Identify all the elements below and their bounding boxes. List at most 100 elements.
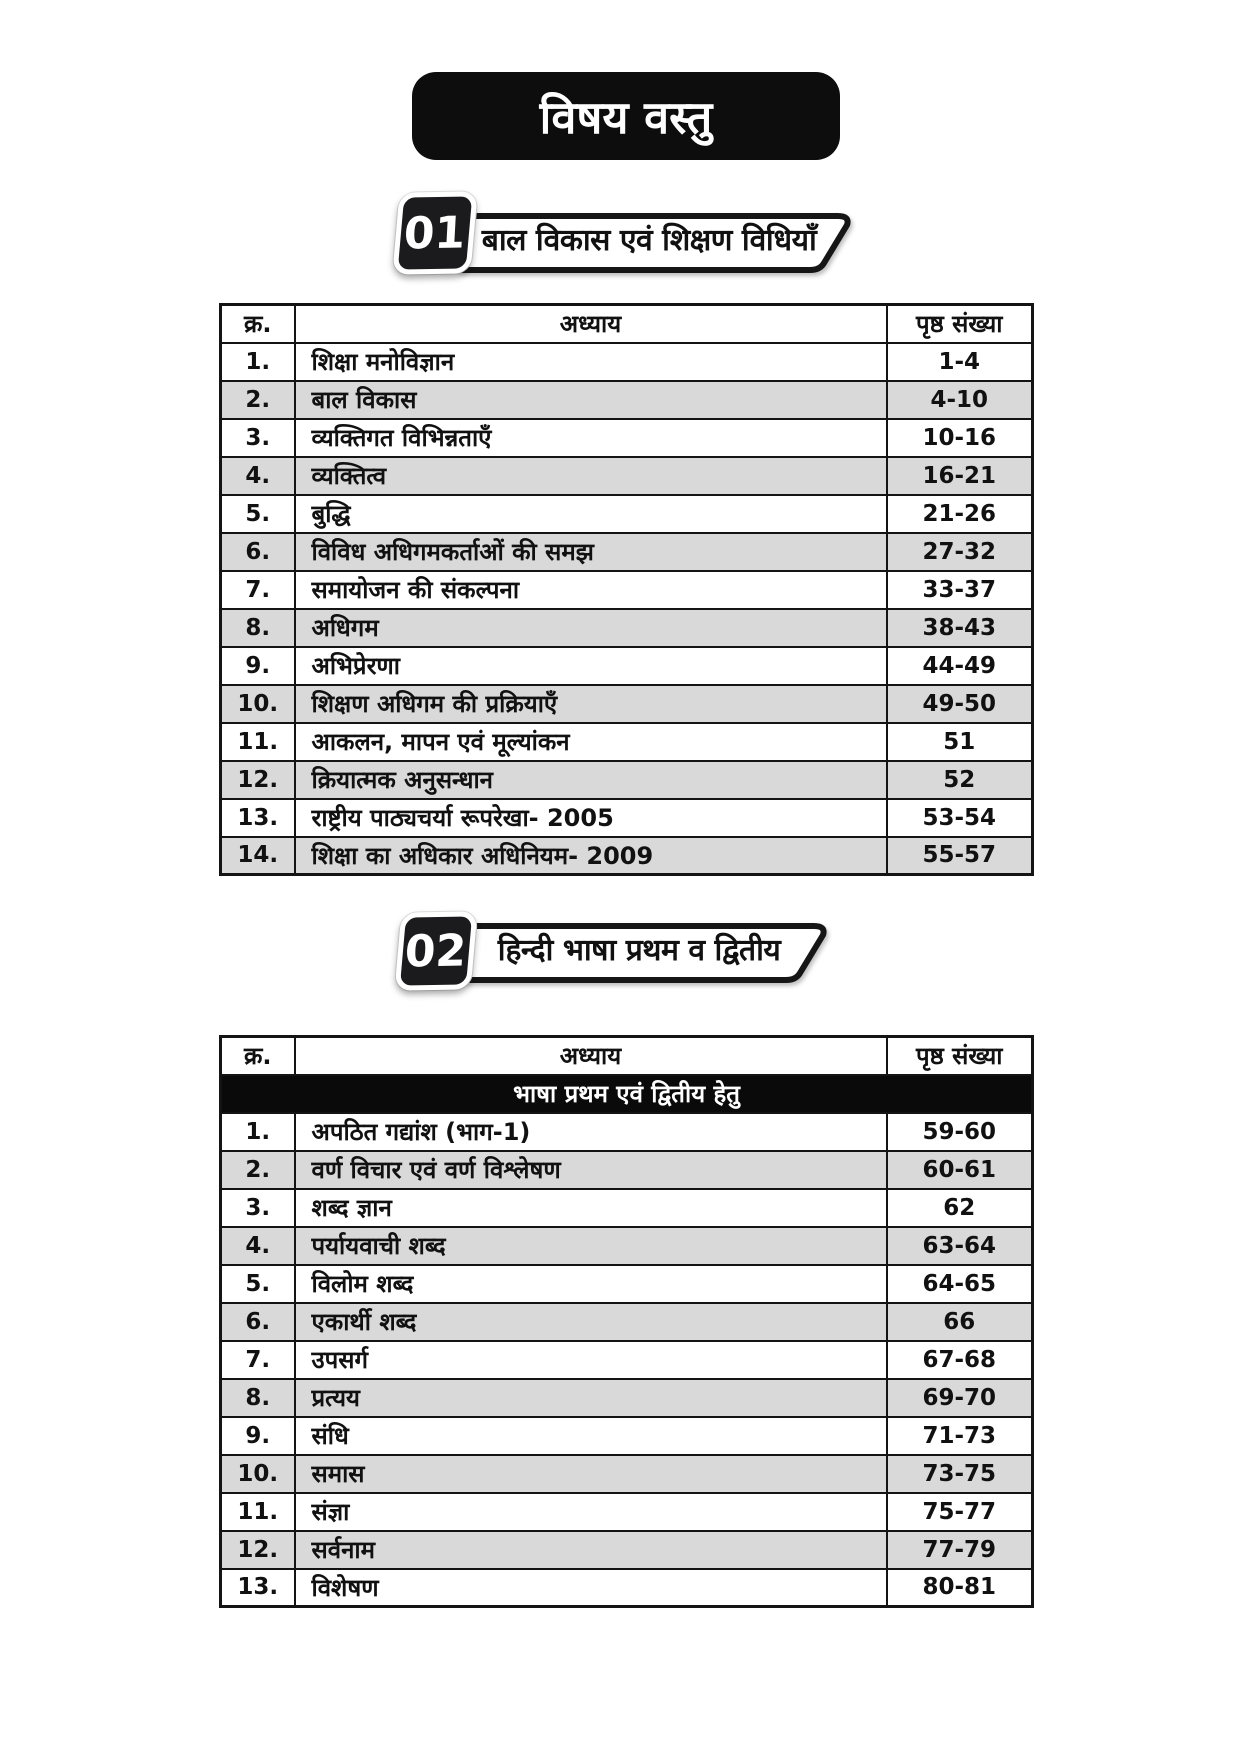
row-serial: 6.: [219, 1301, 296, 1342]
row-chapter: बाल विकास: [293, 379, 888, 420]
row-pages: 33-37: [885, 569, 1034, 610]
row-pages: 38-43: [885, 607, 1034, 648]
table-row: 11. संज्ञा 75-77: [219, 1491, 1034, 1532]
row-chapter: वर्ण विचार एवं वर्ण विश्लेषण: [293, 1149, 888, 1190]
table-row: 9. संधि 71-73: [219, 1415, 1034, 1456]
header-chapter: अध्याय: [293, 1035, 888, 1076]
row-serial: 12.: [219, 759, 296, 800]
row-chapter: संज्ञा: [293, 1491, 888, 1532]
row-serial: 13.: [219, 1567, 296, 1608]
header-serial: क्र.: [219, 303, 296, 344]
header-pages: पृष्ठ संख्या: [885, 1035, 1034, 1076]
row-pages: 63-64: [885, 1225, 1034, 1266]
row-chapter: संधि: [293, 1415, 888, 1456]
row-pages: 4-10: [885, 379, 1034, 420]
row-serial: 10.: [219, 683, 296, 724]
section-2-badge: 02: [394, 911, 478, 991]
row-chapter: अधिगम: [293, 607, 888, 648]
table-row: 3. शब्द ज्ञान 62: [219, 1187, 1034, 1228]
table-row: 9. अभिप्रेरणा 44-49: [219, 645, 1034, 686]
section-1-badge: 01: [392, 191, 478, 275]
row-pages: 44-49: [885, 645, 1034, 686]
header-chapter: अध्याय: [293, 303, 888, 344]
section-2-header: हिन्दी भाषा प्रथम व द्वितीय 02: [0, 726, 1240, 991]
header-pages: पृष्ठ संख्या: [885, 303, 1034, 344]
row-pages: 60-61: [885, 1149, 1034, 1190]
row-chapter: उपसर्ग: [293, 1339, 888, 1380]
row-pages: 1-4: [885, 341, 1034, 382]
table-row: 4. व्यक्तित्व 16-21: [219, 455, 1034, 496]
row-pages: 66: [885, 1301, 1034, 1342]
row-pages: 77-79: [885, 1529, 1034, 1570]
row-serial: 3.: [219, 417, 296, 458]
row-serial: 11.: [219, 721, 296, 762]
row-chapter: समायोजन की संकल्पना: [293, 569, 888, 610]
row-serial: 1.: [219, 341, 296, 382]
row-serial: 1.: [219, 1111, 296, 1152]
table-row: 6. विविध अधिगमकर्ताओं की समझ 27-32: [219, 531, 1034, 572]
table-row: 12. क्रियात्मक अनुसन्धान 52: [219, 759, 1034, 800]
table-row: 8. अधिगम 38-43: [219, 607, 1034, 648]
row-serial: 7.: [219, 569, 296, 610]
row-pages: 64-65: [885, 1263, 1034, 1304]
row-serial: 11.: [219, 1491, 296, 1532]
row-chapter: विलोम शब्द: [293, 1263, 888, 1304]
table-row: 1. अपठित गद्यांश (भाग-1) 59-60: [219, 1111, 1034, 1152]
row-chapter: शिक्षा मनोविज्ञान: [293, 341, 888, 382]
row-chapter: समास: [293, 1453, 888, 1494]
row-chapter: व्यक्तिगत विभिन्नताएँ: [293, 417, 888, 458]
row-chapter: बुद्धि: [293, 493, 888, 534]
row-pages: 71-73: [885, 1415, 1034, 1456]
table-row: 5. विलोम शब्द 64-65: [219, 1263, 1034, 1304]
row-chapter: क्रियात्मक अनुसन्धान: [293, 759, 888, 800]
row-pages: 21-26: [885, 493, 1034, 534]
row-pages: 75-77: [885, 1491, 1034, 1532]
row-serial: 4.: [219, 1225, 296, 1266]
row-chapter: शिक्षा का अधिकार अधिनियम- 2009: [293, 835, 888, 876]
row-chapter: शब्द ज्ञान: [293, 1187, 888, 1228]
row-chapter: विशेषण: [293, 1567, 888, 1608]
row-chapter: प्रत्यय: [293, 1377, 888, 1418]
row-pages: 55-57: [885, 835, 1034, 876]
row-pages: 27-32: [885, 531, 1034, 572]
table-row: 13. विशेषण 80-81: [219, 1567, 1034, 1608]
table-row: 10. समास 73-75: [219, 1453, 1034, 1494]
subheader-band-label: भाषा प्रथम एवं द्वितीय हेतु: [219, 1073, 1034, 1114]
row-serial: 4.: [219, 455, 296, 496]
table-row: 7. उपसर्ग 67-68: [219, 1339, 1034, 1380]
row-serial: 5.: [219, 493, 296, 534]
table-row: 11. आकलन, मापन एवं मूल्यांकन 51: [219, 721, 1034, 762]
row-serial: 8.: [219, 607, 296, 648]
section-2-number: 02: [403, 924, 469, 978]
table-row: 2. वर्ण विचार एवं वर्ण विश्लेषण 60-61: [219, 1149, 1034, 1190]
table-row: 14. शिक्षा का अधिकार अधिनियम- 2009 55-57: [219, 835, 1034, 876]
table-header-row: क्र. अध्याय पृष्ठ संख्या: [219, 303, 1034, 344]
row-pages: 80-81: [885, 1567, 1034, 1608]
row-serial: 5.: [219, 1263, 296, 1304]
row-chapter: अभिप्रेरणा: [293, 645, 888, 686]
header-serial: क्र.: [219, 1035, 296, 1076]
row-serial: 10.: [219, 1453, 296, 1494]
row-serial: 8.: [219, 1377, 296, 1418]
table-row: 3. व्यक्तिगत विभिन्नताएँ 10-16: [219, 417, 1034, 458]
table-row: 1. शिक्षा मनोविज्ञान 1-4: [219, 341, 1034, 382]
row-chapter: सर्वनाम: [293, 1529, 888, 1570]
contents-table-1: क्र. अध्याय पृष्ठ संख्या 1. शिक्षा मनोविज…: [219, 303, 1034, 876]
section-2-title: हिन्दी भाषा प्रथम व द्वितीय: [497, 933, 781, 968]
row-chapter: शिक्षण अधिगम की प्रक्रियाएँ: [293, 683, 888, 724]
row-pages: 62: [885, 1187, 1034, 1228]
row-pages: 51: [885, 721, 1034, 762]
page-title: विषय वस्तु: [412, 72, 840, 160]
table-row: 13. राष्ट्रीय पाठ्यचर्या रूपरेखा- 2005 53-…: [219, 797, 1034, 838]
row-pages: 52: [885, 759, 1034, 800]
contents-table-2: क्र. अध्याय पृष्ठ संख्या भाषा प्रथम एवं …: [219, 1035, 1034, 1608]
row-serial: 2.: [219, 379, 296, 420]
row-pages: 67-68: [885, 1339, 1034, 1380]
row-chapter: विविध अधिगमकर्ताओं की समझ: [293, 531, 888, 572]
table-row: 10. शिक्षण अधिगम की प्रक्रियाएँ 49-50: [219, 683, 1034, 724]
row-chapter: अपठित गद्यांश (भाग-1): [293, 1111, 888, 1152]
row-pages: 16-21: [885, 455, 1034, 496]
row-pages: 73-75: [885, 1453, 1034, 1494]
table-row: 8. प्रत्यय 69-70: [219, 1377, 1034, 1418]
table-header-row: क्र. अध्याय पृष्ठ संख्या: [219, 1035, 1034, 1076]
